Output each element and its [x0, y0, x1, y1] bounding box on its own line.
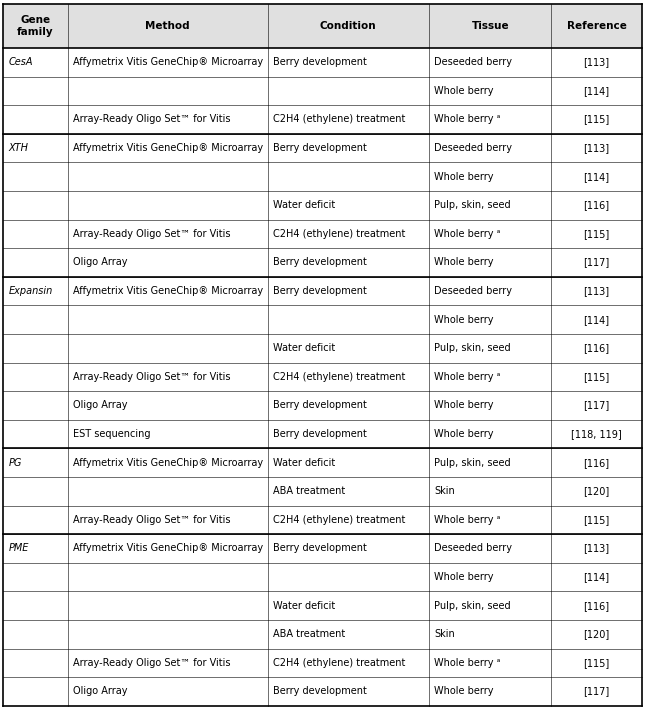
Text: [115]: [115]	[584, 515, 610, 525]
Text: Oligo Array: Oligo Array	[73, 400, 127, 410]
Text: C2H4 (ethylene) treatment: C2H4 (ethylene) treatment	[273, 229, 405, 239]
Text: [116]: [116]	[584, 458, 610, 468]
Text: PG: PG	[8, 458, 22, 468]
Text: Array-Ready Oligo Set™ for Vitis: Array-Ready Oligo Set™ for Vitis	[73, 515, 230, 525]
Text: Gene
family: Gene family	[17, 14, 54, 37]
Text: [115]: [115]	[584, 114, 610, 124]
Text: [114]: [114]	[584, 572, 610, 582]
Text: Deseeded berry: Deseeded berry	[434, 143, 512, 153]
Text: Tissue: Tissue	[471, 21, 509, 31]
Bar	[3, 4, 642, 48]
Text: Deseeded berry: Deseeded berry	[434, 543, 512, 553]
Text: Whole berry ᵃ: Whole berry ᵃ	[434, 229, 501, 239]
Text: Pulp, skin, seed: Pulp, skin, seed	[434, 343, 511, 353]
Text: Deseeded berry: Deseeded berry	[434, 57, 512, 67]
Text: Whole berry ᵃ: Whole berry ᵃ	[434, 114, 501, 124]
Text: Water deficit: Water deficit	[273, 458, 335, 468]
Text: Deseeded berry: Deseeded berry	[434, 286, 512, 296]
Text: Expansin: Expansin	[8, 286, 53, 296]
Text: Array-Ready Oligo Set™ for Vitis: Array-Ready Oligo Set™ for Vitis	[73, 372, 230, 382]
Text: [113]: [113]	[584, 143, 610, 153]
Text: Condition: Condition	[320, 21, 377, 31]
Text: [115]: [115]	[584, 372, 610, 382]
Text: Berry development: Berry development	[273, 257, 367, 267]
Text: ABA treatment: ABA treatment	[273, 629, 345, 639]
Text: [115]: [115]	[584, 229, 610, 239]
Text: C2H4 (ethylene) treatment: C2H4 (ethylene) treatment	[273, 515, 405, 525]
Text: Whole berry: Whole berry	[434, 315, 493, 325]
Text: [114]: [114]	[584, 172, 610, 182]
Text: [117]: [117]	[584, 257, 610, 267]
Text: Berry development: Berry development	[273, 143, 367, 153]
Text: Affymetrix Vitis GeneChip® Microarray: Affymetrix Vitis GeneChip® Microarray	[73, 57, 263, 67]
Text: Affymetrix Vitis GeneChip® Microarray: Affymetrix Vitis GeneChip® Microarray	[73, 286, 263, 296]
Text: [115]: [115]	[584, 658, 610, 668]
Text: CesA: CesA	[8, 57, 33, 67]
Text: [113]: [113]	[584, 286, 610, 296]
Text: Water deficit: Water deficit	[273, 601, 335, 611]
Text: Whole berry: Whole berry	[434, 172, 493, 182]
Text: Berry development: Berry development	[273, 57, 367, 67]
Text: C2H4 (ethylene) treatment: C2H4 (ethylene) treatment	[273, 658, 405, 668]
Text: Skin: Skin	[434, 629, 455, 639]
Text: Berry development: Berry development	[273, 429, 367, 439]
Text: Pulp, skin, seed: Pulp, skin, seed	[434, 601, 511, 611]
Text: Whole berry: Whole berry	[434, 400, 493, 410]
Text: Whole berry ᵃ: Whole berry ᵃ	[434, 372, 501, 382]
Text: Water deficit: Water deficit	[273, 343, 335, 353]
Text: Method: Method	[145, 21, 190, 31]
Text: Array-Ready Oligo Set™ for Vitis: Array-Ready Oligo Set™ for Vitis	[73, 658, 230, 668]
Text: C2H4 (ethylene) treatment: C2H4 (ethylene) treatment	[273, 114, 405, 124]
Text: Array-Ready Oligo Set™ for Vitis: Array-Ready Oligo Set™ for Vitis	[73, 229, 230, 239]
Text: [113]: [113]	[584, 543, 610, 553]
Text: Berry development: Berry development	[273, 400, 367, 410]
Text: EST sequencing: EST sequencing	[73, 429, 150, 439]
Text: Affymetrix Vitis GeneChip® Microarray: Affymetrix Vitis GeneChip® Microarray	[73, 458, 263, 468]
Text: Reference: Reference	[567, 21, 626, 31]
Text: Whole berry ᵃ: Whole berry ᵃ	[434, 658, 501, 668]
Text: Pulp, skin, seed: Pulp, skin, seed	[434, 200, 511, 210]
Text: [118, 119]: [118, 119]	[571, 429, 622, 439]
Text: Oligo Array: Oligo Array	[73, 257, 127, 267]
Text: Pulp, skin, seed: Pulp, skin, seed	[434, 458, 511, 468]
Text: C2H4 (ethylene) treatment: C2H4 (ethylene) treatment	[273, 372, 405, 382]
Text: [120]: [120]	[584, 629, 610, 639]
Text: [117]: [117]	[584, 686, 610, 696]
Text: Whole berry: Whole berry	[434, 429, 493, 439]
Text: Array-Ready Oligo Set™ for Vitis: Array-Ready Oligo Set™ for Vitis	[73, 114, 230, 124]
Text: [116]: [116]	[584, 601, 610, 611]
Text: XTH: XTH	[8, 143, 28, 153]
Text: [117]: [117]	[584, 400, 610, 410]
Text: Affymetrix Vitis GeneChip® Microarray: Affymetrix Vitis GeneChip® Microarray	[73, 143, 263, 153]
Text: [114]: [114]	[584, 315, 610, 325]
Text: [116]: [116]	[584, 200, 610, 210]
Text: Oligo Array: Oligo Array	[73, 686, 127, 696]
Text: [114]: [114]	[584, 86, 610, 96]
Text: PME: PME	[8, 543, 29, 553]
Text: Whole berry ᵃ: Whole berry ᵃ	[434, 515, 501, 525]
Text: Berry development: Berry development	[273, 686, 367, 696]
Text: Whole berry: Whole berry	[434, 572, 493, 582]
Text: Affymetrix Vitis GeneChip® Microarray: Affymetrix Vitis GeneChip® Microarray	[73, 543, 263, 553]
Text: Whole berry: Whole berry	[434, 686, 493, 696]
Text: Whole berry: Whole berry	[434, 86, 493, 96]
Text: [116]: [116]	[584, 343, 610, 353]
Text: Berry development: Berry development	[273, 286, 367, 296]
Text: Berry development: Berry development	[273, 543, 367, 553]
Text: Skin: Skin	[434, 486, 455, 496]
Text: Water deficit: Water deficit	[273, 200, 335, 210]
Text: ABA treatment: ABA treatment	[273, 486, 345, 496]
Text: Whole berry: Whole berry	[434, 257, 493, 267]
Text: [120]: [120]	[584, 486, 610, 496]
Text: [113]: [113]	[584, 57, 610, 67]
